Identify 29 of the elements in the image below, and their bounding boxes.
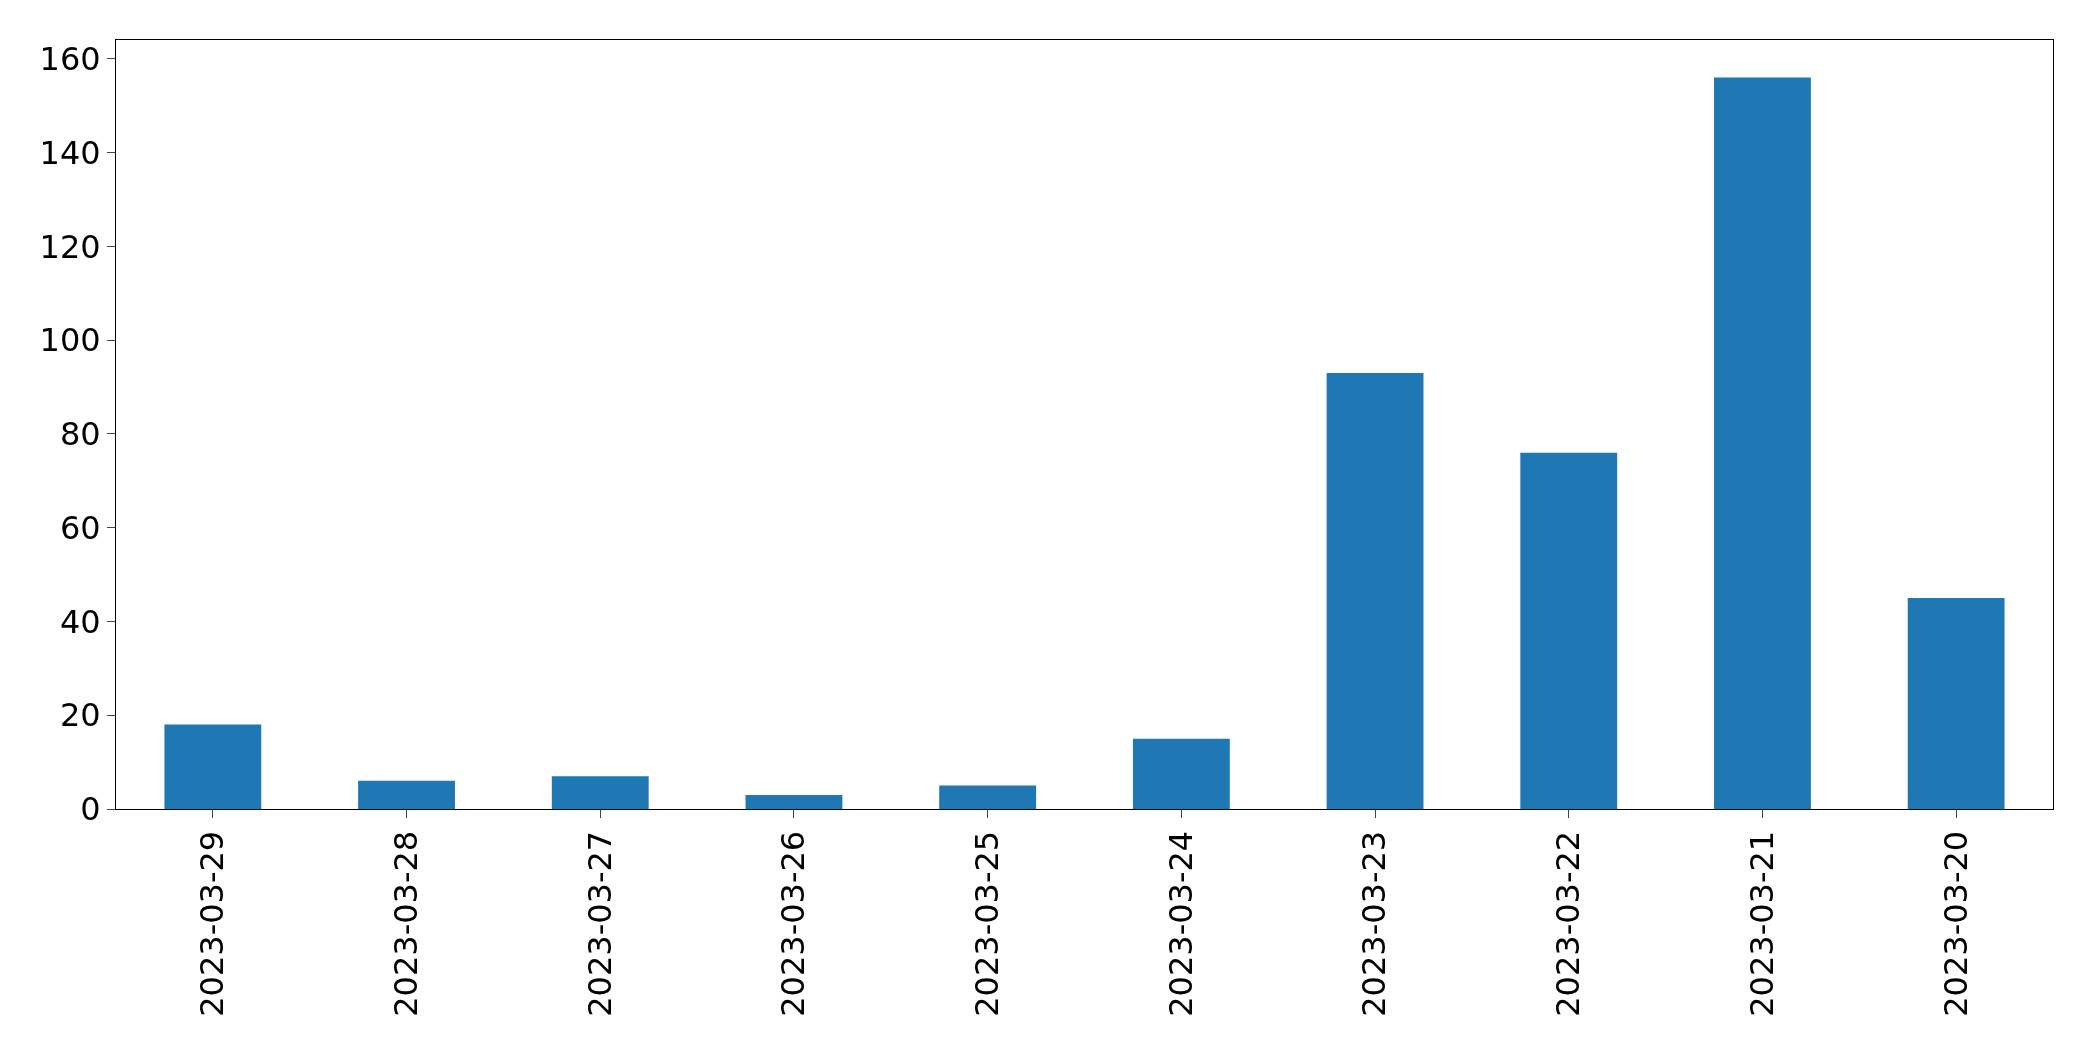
x-tick-label: 2023-03-27 (580, 830, 619, 1017)
bar (939, 785, 1037, 809)
bar (551, 776, 649, 809)
bar (1907, 597, 2005, 809)
x-tick-label: 2023-03-21 (1742, 830, 1781, 1017)
y-tick-label: 0 (80, 790, 101, 829)
x-tick-label: 2023-03-26 (774, 830, 813, 1017)
bar (1520, 452, 1618, 809)
bar (745, 794, 843, 809)
x-tick-label: 2023-03-20 (1936, 830, 1975, 1017)
x-tick-label: 2023-03-28 (386, 830, 425, 1017)
bar (164, 724, 262, 809)
bar (1132, 738, 1230, 809)
y-tick-label: 80 (59, 415, 101, 454)
x-tick-label: 2023-03-23 (1355, 830, 1394, 1017)
x-tick-label: 2023-03-29 (193, 830, 232, 1017)
bar (1714, 77, 1811, 809)
x-tick-label: 2023-03-24 (1161, 830, 1200, 1017)
x-tick-label: 2023-03-22 (1549, 830, 1588, 1017)
y-tick-label: 140 (39, 133, 101, 172)
y-tick-label: 60 (59, 508, 101, 547)
x-tick-label: 2023-03-25 (968, 830, 1007, 1017)
y-tick-label: 160 (39, 39, 101, 78)
bar (1326, 372, 1424, 809)
y-tick-label: 120 (39, 227, 101, 266)
y-tick-label: 20 (59, 696, 101, 735)
y-tick-label: 40 (59, 602, 101, 641)
bar (358, 780, 455, 809)
y-tick-label: 100 (39, 321, 101, 360)
